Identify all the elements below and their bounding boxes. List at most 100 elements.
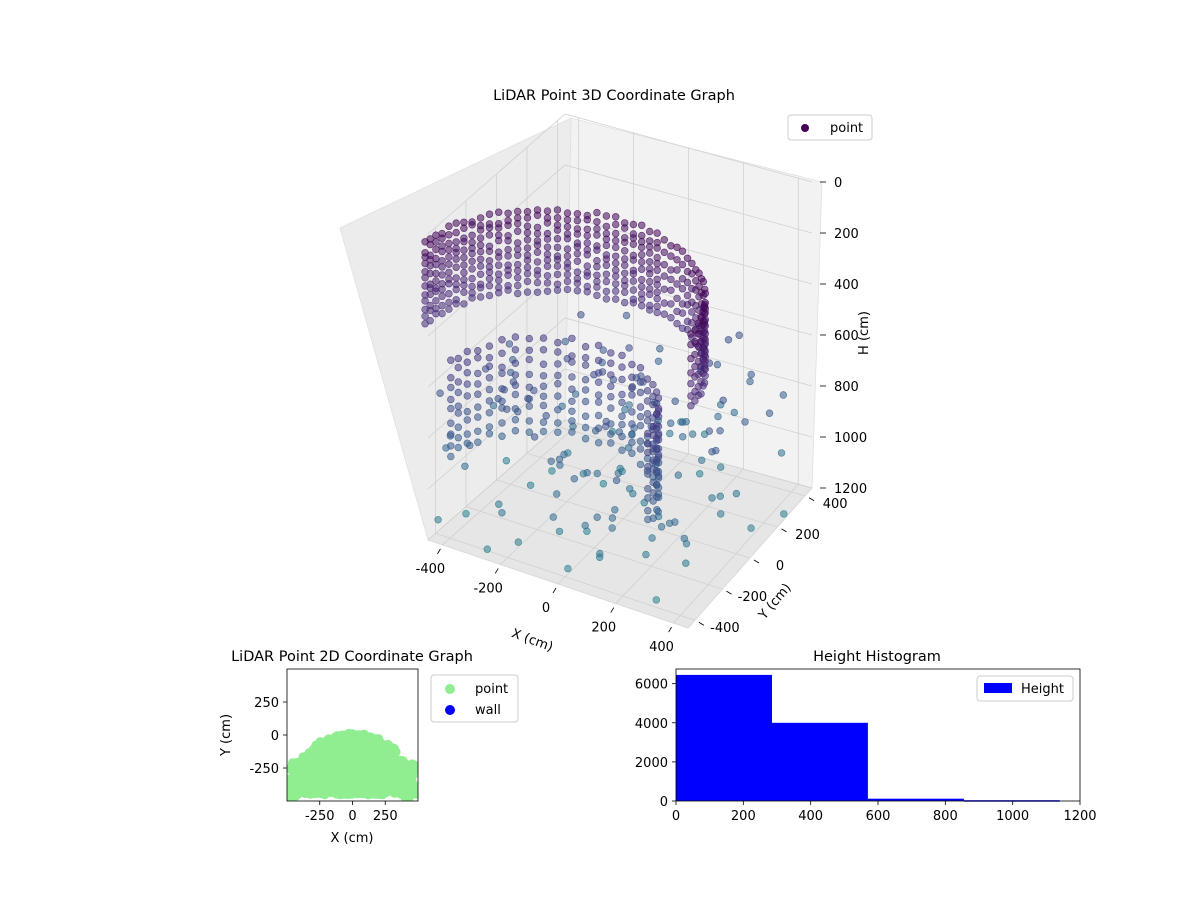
- data-point: [447, 374, 455, 382]
- data-point: [637, 283, 646, 291]
- data-point: [618, 375, 626, 384]
- data-point: [618, 412, 626, 420]
- data-point: [724, 336, 733, 344]
- data-point: [645, 249, 654, 257]
- data-point: [452, 228, 460, 237]
- data-point: [563, 223, 572, 231]
- data-point: [533, 248, 542, 256]
- data-point: [563, 209, 572, 217]
- data-point: [607, 359, 615, 367]
- data-point: [452, 280, 460, 289]
- data-point: [421, 282, 429, 290]
- point-marker: [375, 763, 386, 774]
- data-point: [573, 210, 582, 218]
- data-point: [523, 263, 532, 272]
- data-point: [654, 508, 662, 516]
- data-point: [697, 456, 706, 464]
- data-point: [611, 220, 620, 229]
- data-point: [683, 291, 692, 300]
- data-point: [644, 448, 652, 457]
- data-point: [514, 538, 522, 546]
- data-point: [683, 254, 692, 262]
- data-point: [495, 276, 503, 285]
- x-tick-label: -400: [416, 562, 446, 577]
- data-point: [678, 260, 687, 269]
- data-point: [636, 378, 645, 386]
- data-point: [678, 309, 687, 317]
- data-point: [523, 277, 532, 286]
- data-point: [645, 301, 654, 310]
- point-marker: [287, 763, 296, 774]
- data-point: [525, 428, 533, 436]
- data-point: [637, 302, 646, 310]
- data-point: [607, 382, 615, 390]
- data-point: [660, 261, 668, 269]
- data-point: [421, 305, 429, 314]
- legend-marker-point: [801, 124, 809, 132]
- data-point: [463, 392, 471, 400]
- data-point: [463, 380, 471, 388]
- data-point: [779, 391, 787, 399]
- data-point: [474, 438, 482, 446]
- data-point: [611, 259, 620, 267]
- data-point: [539, 427, 548, 436]
- data-point: [539, 346, 548, 354]
- y-tick-label: 0: [776, 559, 784, 574]
- data-point: [498, 349, 506, 357]
- data-point: [438, 257, 446, 265]
- data-point: [583, 282, 591, 291]
- z-tick-label: 0: [834, 176, 842, 191]
- data-point: [460, 234, 468, 242]
- data-point: [708, 494, 716, 502]
- data-point: [474, 347, 482, 355]
- data-point: [583, 469, 591, 477]
- data-point: [533, 223, 542, 232]
- data-point: [602, 295, 611, 303]
- data-point: [564, 564, 572, 573]
- data-point: [476, 293, 485, 301]
- z-tick-label: 1200: [834, 482, 867, 497]
- data-point: [607, 393, 615, 401]
- data-point: [602, 251, 611, 259]
- x-axis-label: X (cm): [509, 626, 555, 655]
- data-point: [447, 404, 455, 413]
- data-point: [602, 241, 611, 250]
- plot2d-points: [287, 728, 418, 801]
- data-point: [513, 245, 522, 253]
- data-point: [553, 235, 562, 243]
- point-marker: [348, 759, 359, 770]
- data-point: [468, 289, 476, 297]
- data-point: [643, 410, 652, 418]
- data-point: [447, 419, 455, 427]
- data-point: [599, 480, 608, 488]
- data-point: [583, 262, 591, 270]
- legend-label-height: Height: [1021, 682, 1064, 697]
- plot2d-xtick: -250: [305, 809, 335, 824]
- point-marker: [336, 786, 347, 797]
- data-point: [561, 337, 569, 346]
- z-tick-label: 1000: [834, 431, 867, 446]
- data-point: [628, 408, 636, 416]
- data-point: [645, 265, 654, 273]
- data-point: [543, 207, 552, 215]
- data-point: [583, 246, 591, 254]
- data-point: [553, 206, 562, 214]
- data-point: [673, 294, 681, 303]
- data-point: [583, 231, 591, 240]
- data-point: [644, 485, 652, 493]
- data-point: [504, 252, 512, 260]
- data-point: [463, 407, 471, 416]
- data-point: [445, 246, 453, 254]
- data-point: [568, 373, 576, 381]
- histogram-title: Height Histogram: [813, 649, 941, 665]
- data-point: [568, 417, 576, 425]
- data-point: [511, 359, 520, 367]
- data-point: [637, 276, 646, 284]
- data-point: [673, 266, 681, 274]
- data-point: [628, 449, 636, 457]
- data-point: [438, 271, 446, 279]
- data-point: [438, 263, 446, 271]
- data-point: [607, 430, 615, 438]
- data-point: [539, 334, 548, 342]
- data-point: [511, 371, 520, 379]
